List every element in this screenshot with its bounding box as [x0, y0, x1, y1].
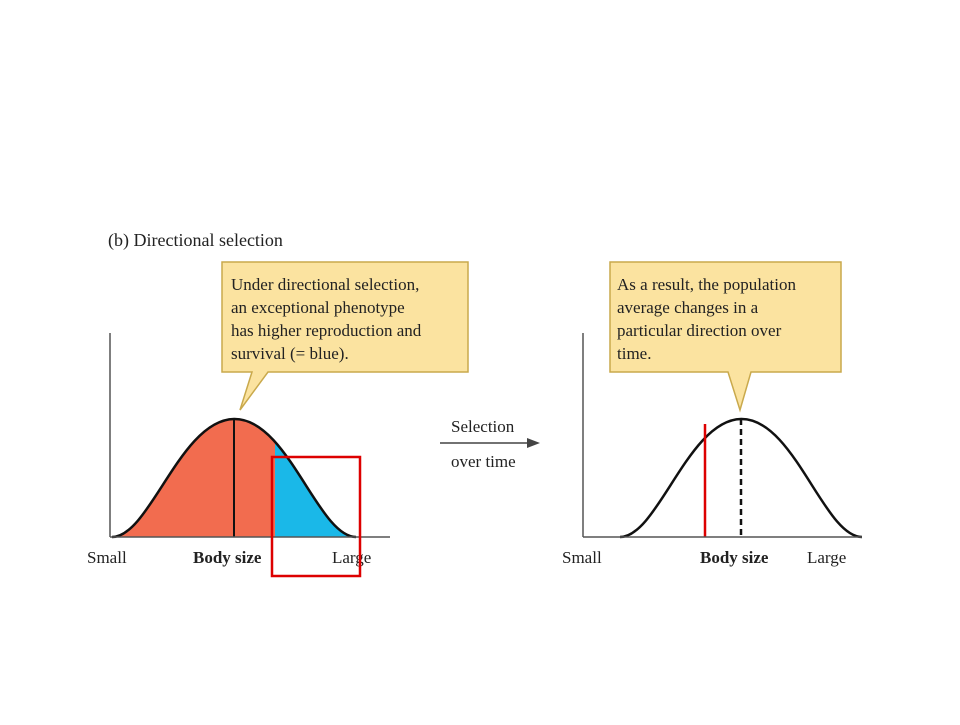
left-axis-small-label: Small: [87, 548, 127, 567]
right-callout-line-2: average changes in a: [617, 298, 759, 317]
right-callout-line-1: As a result, the population: [617, 275, 796, 294]
left-callout-line-3: has higher reproduction and: [231, 321, 422, 340]
right-axis-small-label: Small: [562, 548, 602, 567]
left-callout-line-1: Under directional selection,: [231, 275, 419, 294]
arrow-label-bottom: over time: [451, 452, 516, 471]
right-axis-large-label: Large: [807, 548, 846, 567]
right-panel: As a result, the population average chan…: [562, 261, 863, 567]
left-panel: Under directional selection, an exceptio…: [87, 261, 469, 578]
right-axis-body-size-label: Body size: [700, 548, 769, 567]
figure-heading: (b) Directional selection: [108, 230, 283, 251]
selection-arrow: Selection over time: [440, 417, 540, 471]
left-callout-box: [221, 261, 469, 411]
left-curve-blue-fill: [275, 441, 356, 537]
right-callout-box: [609, 261, 842, 413]
left-axis-large-label: Large: [332, 548, 371, 567]
left-callout-line-4: survival (= blue).: [231, 344, 349, 363]
red-highlight-box: [270, 455, 362, 578]
right-callout-line-3: particular direction over: [617, 321, 782, 340]
arrow-head-icon: [527, 438, 540, 448]
right-callout-line-4: time.: [617, 344, 651, 363]
left-callout-line-2: an exceptional phenotype: [231, 298, 405, 317]
arrow-label-top: Selection: [451, 417, 515, 436]
left-axis-body-size-label: Body size: [193, 548, 262, 567]
